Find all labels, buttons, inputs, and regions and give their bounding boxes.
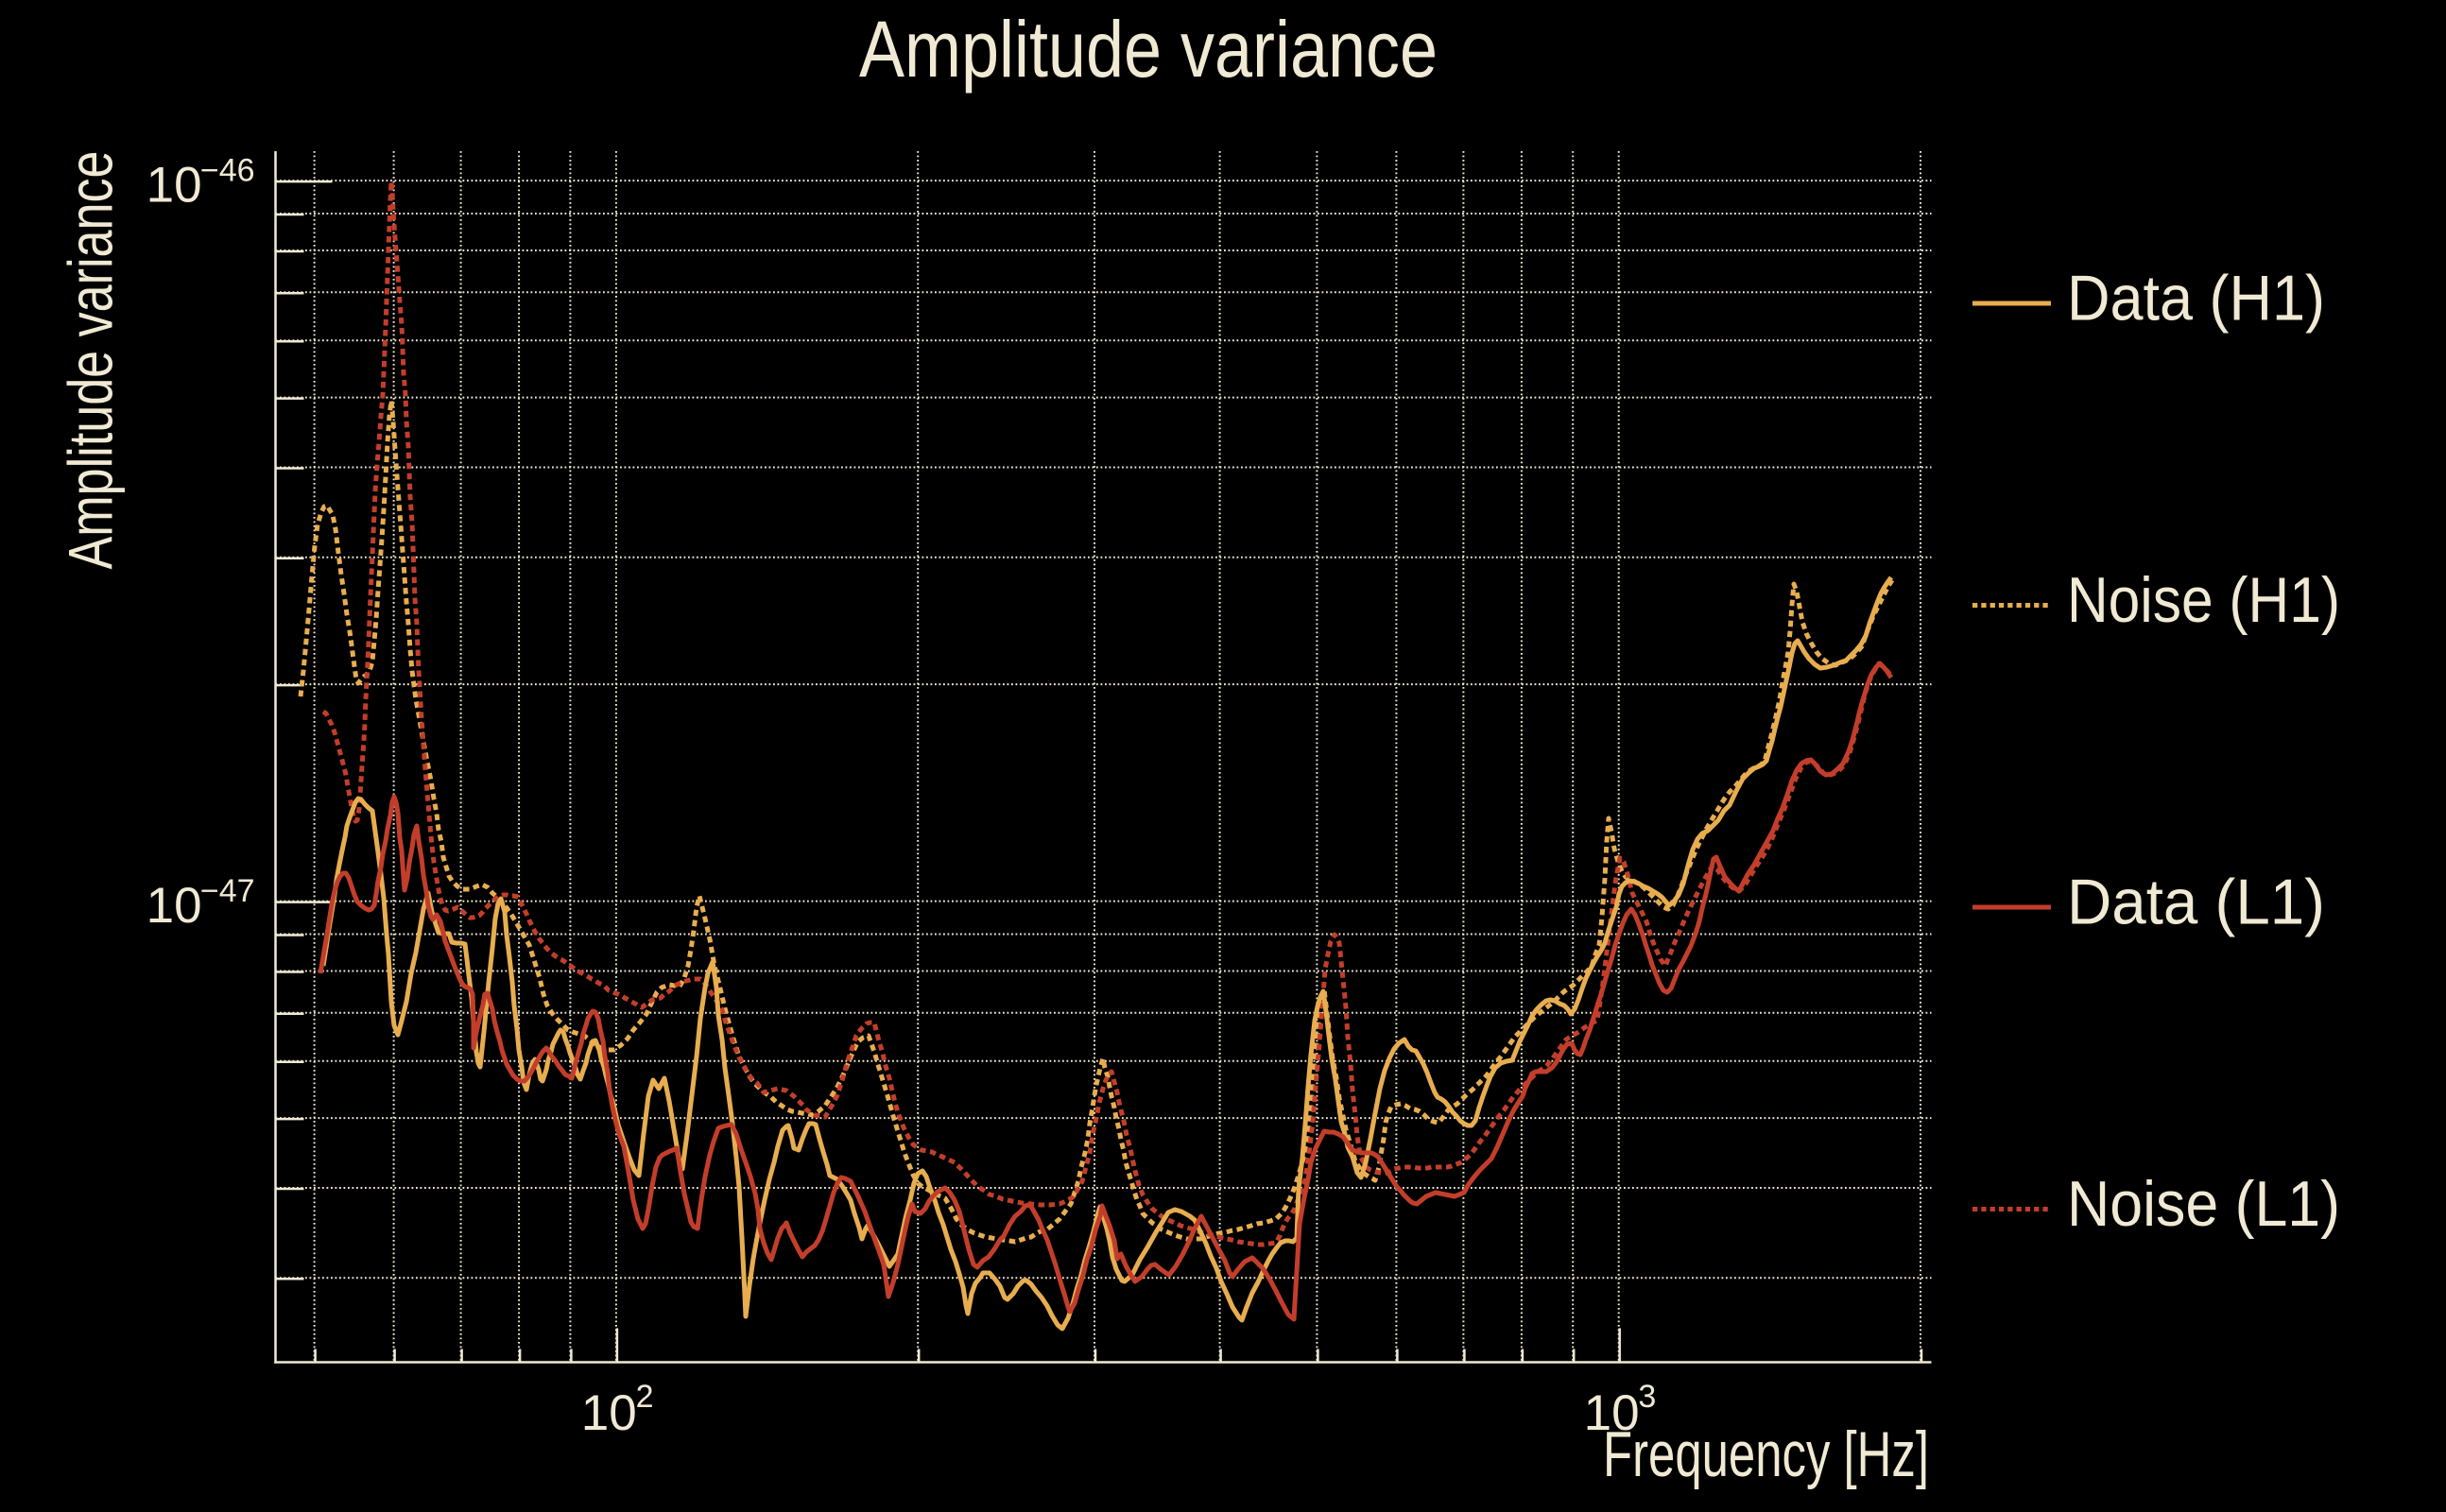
svg-text:−47: −47 [200, 873, 255, 909]
svg-text:Data (H1): Data (H1) [2067, 262, 2325, 334]
svg-text:10: 10 [581, 1385, 637, 1441]
svg-text:Amplitude variance: Amplitude variance [56, 151, 126, 570]
svg-text:Noise (L1): Noise (L1) [2067, 1168, 2340, 1240]
svg-text:Noise (H1): Noise (H1) [2067, 564, 2340, 636]
svg-text:Amplitude variance: Amplitude variance [859, 5, 1438, 94]
svg-text:2: 2 [636, 1379, 654, 1415]
svg-text:Frequency [Hz]: Frequency [Hz] [1603, 1418, 1929, 1490]
svg-text:Data (L1): Data (L1) [2067, 866, 2325, 937]
svg-text:−46: −46 [200, 152, 255, 188]
svg-text:10: 10 [146, 878, 202, 934]
svg-text:3: 3 [1638, 1379, 1656, 1415]
svg-text:10: 10 [1584, 1385, 1640, 1441]
svg-text:10: 10 [146, 157, 202, 213]
